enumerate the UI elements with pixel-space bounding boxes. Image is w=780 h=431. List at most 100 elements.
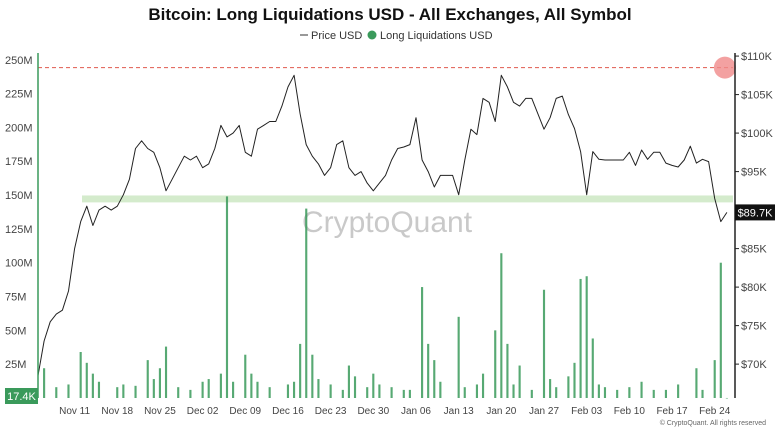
- liquidation-bar: [573, 362, 576, 398]
- liquidation-bar: [341, 389, 344, 398]
- x-axis-tick-label: Dec 16: [272, 406, 304, 417]
- copyright: © CryptoQuant. All rights reserved: [660, 419, 766, 427]
- x-axis-tick-label: Nov 25: [144, 406, 176, 417]
- liquidation-bar: [55, 387, 58, 398]
- left-axis-tick-label: 225M: [5, 89, 33, 101]
- right-axis-tick-label: $80K: [741, 282, 767, 294]
- liquidation-bar: [719, 262, 722, 398]
- liquidation-bar: [152, 379, 155, 398]
- x-axis-tick-label: Feb 03: [571, 406, 603, 417]
- liquidation-bar: [457, 316, 460, 398]
- liquidation-bar: [677, 384, 680, 398]
- left-axis-tick-label: 75M: [5, 292, 26, 304]
- x-axis-tick-label: Jan 13: [444, 406, 474, 417]
- liquidation-bar: [439, 381, 442, 398]
- liquidation-bar: [616, 389, 619, 398]
- liquidation-bar: [164, 346, 168, 398]
- liquidation-bar: [585, 276, 588, 398]
- liquidation-bar: [329, 384, 332, 398]
- liquidation-bar: [421, 287, 424, 398]
- liquidation-bar: [713, 360, 716, 398]
- liquidation-bar: [305, 208, 308, 398]
- liquidation-bar: [555, 387, 558, 398]
- liquidation-bar: [695, 368, 698, 398]
- liquidation-bar: [353, 376, 357, 398]
- right-axis-tick-label: $85K: [741, 244, 767, 256]
- x-axis-tick-label: Feb 10: [614, 406, 646, 417]
- liquidation-bar: [207, 379, 210, 398]
- liquidation-bar: [518, 365, 521, 398]
- right-axis-tick-label: $110K: [741, 51, 773, 63]
- liquidation-bar: [122, 384, 125, 398]
- support-zone-layer: [82, 195, 733, 203]
- liquidation-bar: [201, 381, 204, 398]
- resistance-line-layer: [38, 56, 736, 79]
- liquidation-bar: [219, 373, 222, 398]
- liquidation-bar: [652, 389, 655, 398]
- liquidation-bar: [402, 389, 405, 398]
- left-axis-tick-label: 150M: [5, 190, 33, 202]
- liquidation-bar: [725, 397, 728, 399]
- liquidation-bar: [244, 354, 247, 398]
- liquidation-bar: [232, 381, 235, 398]
- x-axis-tick-label: Jan 06: [401, 406, 431, 417]
- left-axis-tick-label: 100M: [5, 258, 33, 270]
- liquidation-bar: [225, 196, 229, 398]
- left-current-value-label: 17.4K: [7, 391, 36, 403]
- left-axis-tick-label: 250M: [5, 55, 33, 67]
- liquidation-bar: [603, 387, 607, 398]
- liquidation-bar: [256, 381, 259, 398]
- right-current-value-label: $89.7K: [738, 207, 774, 219]
- left-axis-tick-label: 200M: [5, 122, 33, 134]
- liquidation-bar: [116, 387, 119, 398]
- liquidation-bar: [347, 365, 350, 398]
- x-axis-tick-label: Nov 18: [101, 406, 133, 417]
- right-axis-tick-label: $95K: [741, 167, 767, 179]
- liquidation-bar: [372, 373, 375, 398]
- liquidation-bar: [299, 343, 302, 398]
- liquidation-bar: [91, 373, 94, 398]
- legend-liquidations-label: Long Liquidations USD: [380, 30, 493, 42]
- liquidation-bar: [250, 373, 253, 398]
- liquidation-bar: [701, 389, 704, 398]
- liquidation-bars: [43, 196, 728, 399]
- liquidation-bar: [134, 385, 137, 398]
- liquidation-bar: [597, 384, 600, 398]
- left-current-value-badge: [5, 388, 38, 404]
- liquidation-bar: [408, 389, 411, 398]
- liquidation-bar: [591, 338, 594, 398]
- liquidation-bar: [433, 360, 436, 398]
- liquidation-bar: [506, 343, 509, 398]
- liquidation-bar: [549, 379, 552, 398]
- x-axis-tick-label: Dec 09: [229, 406, 261, 417]
- price-line: [37, 74, 728, 376]
- liquidation-bar: [530, 389, 533, 398]
- liquidation-bar: [79, 352, 82, 398]
- liquidation-bar: [311, 354, 314, 398]
- axes: 25M 50M 75M 100M 125M 150M 175M 200M 225M 250M $70…: [5, 51, 775, 417]
- liquidation-bar: [97, 381, 101, 398]
- liquidation-bar: [494, 330, 497, 398]
- liquidation-bar: [427, 343, 430, 398]
- liquidation-bar: [67, 384, 70, 398]
- legend-liquidations-marker: [367, 30, 377, 40]
- x-axis-tick-label: Dec 30: [357, 406, 389, 417]
- left-axis-tick-label: 50M: [5, 325, 26, 337]
- liquidation-bar: [475, 384, 479, 398]
- x-axis-tick-label: Feb 17: [656, 406, 688, 417]
- liquidation-bar: [664, 389, 668, 398]
- liquidation-bar: [512, 384, 515, 398]
- liquidation-bar: [286, 384, 290, 398]
- liquidation-bar: [189, 389, 192, 398]
- x-axis-tick-label: Jan 27: [529, 406, 559, 417]
- x-axis-tick-label: Dec 02: [187, 406, 219, 417]
- left-axis-tick-label: 125M: [5, 224, 33, 236]
- liquidation-bar: [85, 362, 88, 398]
- left-axis-tick-label: 175M: [5, 156, 33, 168]
- watermark: CryptoQuant: [302, 206, 473, 239]
- right-axis-tick-label: $100K: [741, 128, 773, 140]
- right-axis-tick-label: $75K: [741, 321, 767, 333]
- liquidation-bar: [640, 381, 643, 398]
- x-axis-tick-label: Jan 20: [486, 406, 516, 417]
